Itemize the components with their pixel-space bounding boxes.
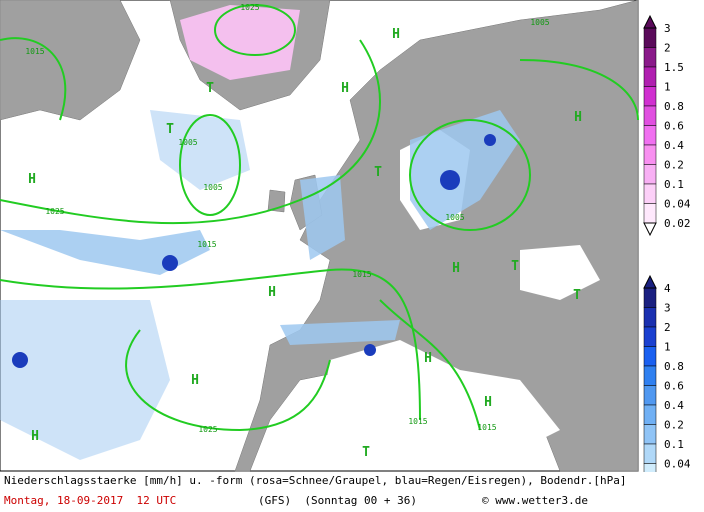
snow-swatch [643,47,657,68]
pressure-center: T [511,259,519,274]
rain-label: 3 [664,302,671,315]
map: H H H H H H H H H H T T T T T T 1025 1025 1025 1015 1015 1015… [0,0,691,472]
isobar-label: 1005 [445,213,464,222]
pressure-center: H [574,110,582,125]
snow-swatch [643,183,657,204]
rain-label: 0.6 [664,380,684,393]
snow-label: 1.5 [664,61,684,74]
snow-label: 2 [664,42,671,55]
rain-label: 4 [664,282,671,295]
snow-label: 0.1 [664,178,684,191]
rain-arrow-top [643,274,657,289]
snow-label: 3 [664,22,671,35]
rain-label: 1 [664,341,671,354]
rain-swatch [643,424,657,445]
isobar-label: 1015 [477,423,496,432]
legend: 3 2 1.5 1 0.8 0.6 0.4 0.2 0.1 0.04 0.02 4 3 2 1 0.8 0.6 0… [643,14,691,472]
isobar-label: 1025 [240,3,259,12]
snow-label: 0.4 [664,139,684,152]
isobar-label: 1025 [45,207,64,216]
rain-label: 2 [664,321,671,334]
heavy-precipitation [12,134,496,368]
snow-arrow-top [643,14,657,29]
isobars [0,4,639,432]
footer-model: (GFS) (Sonntag 00 + 36) [258,494,417,507]
rain-swatch [643,346,657,367]
snow-swatch [643,144,657,165]
pressure-center: T [166,122,174,137]
footer-date: Montag, 18-09-2017 12 UTC [4,494,177,507]
land [0,0,639,472]
snow-swatch [643,125,657,146]
map-labels: H H H H H H H H H H T T T T T T 1025 1025 1025 1015 1015 1015… [25,3,582,460]
isobar-label: 1005 [178,138,197,147]
snow-label: 0.2 [664,159,684,172]
snow-swatch [643,164,657,185]
rain-swatch [643,307,657,328]
pressure-center: H [484,395,492,410]
snow [180,5,300,80]
snow-label: 0.6 [664,120,684,133]
isobar-label: 1015 [352,270,371,279]
footer-description: Niederschlagsstaerke [mm/h] u. -form (ro… [4,474,627,487]
pressure-center: T [374,165,382,180]
isobar-label: 1005 [530,18,549,27]
rain-label: 0.04 [664,458,691,471]
rain-swatch [643,326,657,347]
snow-arrow-bottom [643,222,657,237]
pressure-center: T [573,288,581,303]
rain-label: 0.4 [664,399,684,412]
rain-swatch [643,463,657,472]
pressure-center: H [31,429,39,444]
isobar-label: 1015 [408,417,427,426]
pressure-center: H [191,373,199,388]
pressure-center: H [452,261,460,276]
snow-label: 0.04 [664,198,691,211]
isobar-label: 1015 [197,240,216,249]
pressure-center: T [362,445,370,460]
pressure-center: T [206,81,214,96]
isobar-label: 1025 [198,425,217,434]
footer-credit: © www.wetter3.de [482,494,588,507]
rain-swatch [643,443,657,464]
rain-label: 0.2 [664,419,684,432]
isobar-label: 1015 [25,47,44,56]
snow-swatch [643,86,657,107]
rain-swatch [643,404,657,425]
snow-swatch [643,105,657,126]
pressure-center: H [28,172,36,187]
rain-swatch [643,365,657,386]
rain-label: 0.8 [664,360,684,373]
snow-label: 0.02 [664,217,691,230]
rain-swatch [643,385,657,406]
snow-label: 1 [664,81,671,94]
rain-label: 0.1 [664,438,684,451]
pressure-center: H [268,285,276,300]
snow-swatch [643,203,657,224]
pressure-center: H [341,81,349,96]
pressure-center: H [424,351,432,366]
snow-swatch [643,27,657,48]
pressure-center: H [392,27,400,42]
snow-swatch [643,66,657,87]
isobar-label: 1005 [203,183,222,192]
rain-swatch [643,287,657,308]
snow-label: 0.8 [664,100,684,113]
